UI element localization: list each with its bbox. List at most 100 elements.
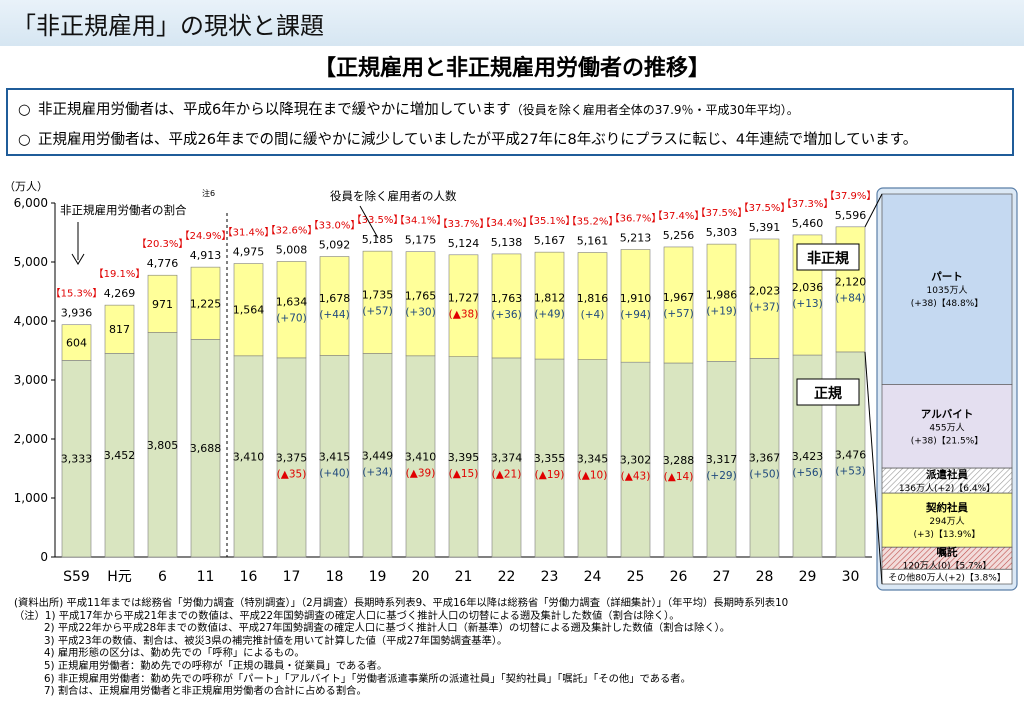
change-regular: (▲39) bbox=[406, 467, 436, 479]
summary-bullet-2: ○ 正規雇用労働者は、平成26年までの間に緩やかに減少していましたが平成27年に8… bbox=[18, 128, 917, 149]
bar-total: 5,175 bbox=[405, 234, 437, 247]
footnotes: (資料出所) 平成11年までは総務省「労働力調査（特別調査）」（2月調査）長期時… bbox=[8, 597, 1018, 698]
label-regular: 3,410 bbox=[233, 450, 265, 463]
label-regular: 3,288 bbox=[663, 454, 695, 467]
breakdown-segment bbox=[881, 492, 1013, 548]
x-tick-label: 19 bbox=[369, 569, 387, 585]
connector-line bbox=[864, 193, 883, 228]
bar-nonregular bbox=[620, 249, 651, 363]
x-tick-label: 25 bbox=[627, 569, 645, 585]
bar-nonregular bbox=[491, 253, 522, 359]
label-nonregular: 1,727 bbox=[448, 292, 480, 305]
y-tick-label: 5,000 bbox=[14, 255, 48, 269]
breakdown-label: 120万人(0)【5.7%】 bbox=[903, 561, 992, 572]
total-pointer-line bbox=[359, 205, 379, 239]
breakdown-label: 455万人 bbox=[929, 422, 964, 433]
label-nonregular: 1,735 bbox=[362, 288, 394, 301]
bullet-note: （役員を除く雇用者全体の37.9％・平成30年平均）。 bbox=[510, 103, 799, 117]
label-regular: 3,423 bbox=[792, 450, 824, 463]
x-tick-label: 24 bbox=[584, 569, 602, 585]
bar-total: 5,213 bbox=[620, 231, 652, 244]
bar-nonregular bbox=[276, 261, 307, 359]
footnote: 6) 非正規雇用労働者：勤め先での呼称が「パート」「アルバイト」「労働者派遣事業… bbox=[44, 672, 691, 685]
bar-regular bbox=[362, 353, 393, 558]
change-regular: (▲43) bbox=[621, 471, 651, 483]
bar-nonregular bbox=[190, 266, 221, 340]
bar-total: 5,161 bbox=[577, 235, 609, 248]
bar-total: 3,936 bbox=[61, 307, 93, 320]
bar-nonregular bbox=[362, 250, 393, 354]
label-regular: 3,476 bbox=[835, 448, 867, 461]
nonregular-ratio: 【37.3%】 bbox=[782, 198, 834, 210]
label-nonregular: 817 bbox=[109, 323, 130, 336]
bar-total: 4,913 bbox=[190, 249, 222, 262]
label-nonregular: 1,812 bbox=[534, 292, 566, 305]
nonregular-ratio: 【15.3%】 bbox=[51, 288, 103, 300]
breakdown-label: その他80万人(+2)【3.8%】 bbox=[888, 572, 1006, 584]
nonregular-ratio: 【37.9%】 bbox=[825, 190, 877, 202]
change-regular: (+50) bbox=[749, 469, 779, 481]
bar-nonregular bbox=[577, 252, 608, 360]
bar-total: 5,138 bbox=[491, 236, 523, 249]
breakdown-segment bbox=[881, 193, 1013, 385]
change-nonregular: (+13) bbox=[792, 298, 822, 310]
x-tick-label: 20 bbox=[412, 569, 430, 585]
label-nonregular: 1,967 bbox=[663, 291, 695, 304]
change-nonregular: (+4) bbox=[581, 309, 605, 321]
breakdown-label: 嘱託 bbox=[937, 546, 958, 559]
breakdown-label: 136万人(+2)【6.4%】 bbox=[899, 483, 995, 494]
breakdown-label: (+3)【13.9%】 bbox=[914, 529, 981, 540]
bar-regular bbox=[405, 355, 436, 558]
breakdown-segment bbox=[881, 467, 1013, 494]
nonregular-ratio: 【33.5%】 bbox=[352, 214, 404, 226]
change-nonregular: (+84) bbox=[835, 292, 865, 304]
breakdown-label: (+38)【48.8%】 bbox=[911, 298, 984, 309]
change-nonregular: (+49) bbox=[534, 309, 564, 321]
regular-label: 正規 bbox=[814, 386, 842, 402]
nonregular-ratio: 【35.1%】 bbox=[524, 215, 576, 227]
bar-nonregular bbox=[104, 304, 135, 354]
nonregular-ratio: 【35.2%】 bbox=[567, 216, 619, 228]
change-regular: (▲21) bbox=[492, 468, 522, 480]
label-nonregular: 1,910 bbox=[620, 292, 652, 305]
circle-bullet-icon: ○ bbox=[18, 102, 31, 118]
bar-nonregular bbox=[534, 251, 565, 360]
x-tick-label: 21 bbox=[455, 569, 473, 585]
x-tick-label: 29 bbox=[799, 569, 817, 585]
breakdown-label: 派遣社員 bbox=[926, 468, 968, 481]
bullet-text: 非正規雇用労働者は、平成6年から以降現在まで緩やかに増加しています bbox=[38, 102, 511, 118]
change-regular: (▲15) bbox=[449, 468, 479, 480]
change-regular: (▲35) bbox=[277, 468, 307, 480]
change-regular: (+29) bbox=[706, 470, 736, 482]
x-tick-label: 16 bbox=[240, 569, 258, 585]
bar-total: 5,256 bbox=[663, 229, 695, 242]
nonregular-ratio: 【20.3%】 bbox=[137, 238, 189, 250]
change-nonregular: (+19) bbox=[706, 306, 736, 318]
label-nonregular: 1,763 bbox=[491, 292, 523, 305]
summary-bullet-1: ○ 非正規雇用労働者は、平成6年から以降現在まで緩やかに増加しています（役員を除く… bbox=[18, 98, 799, 119]
label-regular: 3,355 bbox=[534, 452, 566, 465]
bar-total: 5,596 bbox=[835, 209, 867, 222]
label-regular: 3,333 bbox=[61, 453, 93, 466]
nonregular-ratio: 【34.4%】 bbox=[481, 217, 533, 229]
x-tick-label: 23 bbox=[541, 569, 559, 585]
y-axis-unit: （万人） bbox=[4, 180, 48, 193]
label-regular: 3,345 bbox=[577, 452, 609, 465]
label-regular: 3,317 bbox=[706, 453, 738, 466]
nonregular-ratio: 【24.9%】 bbox=[180, 230, 232, 242]
bar-total: 5,391 bbox=[749, 221, 781, 234]
title-bar bbox=[0, 0, 1024, 46]
footnote: 4) 雇用形態の区分は、勤め先での「呼称」によるもの。 bbox=[44, 647, 305, 660]
breakdown-label: 294万人 bbox=[929, 516, 964, 527]
x-tick-label: 30 bbox=[842, 569, 860, 585]
breakdown-label: (+38)【21.5%】 bbox=[911, 435, 984, 446]
summary-box: ○ 非正規雇用労働者は、平成6年から以降現在まで緩やかに増加しています（役員を除く… bbox=[6, 88, 1014, 156]
bar-nonregular bbox=[61, 324, 92, 361]
breakdown-segment bbox=[881, 568, 1013, 585]
label-nonregular: 1,986 bbox=[706, 289, 738, 302]
bar-regular bbox=[61, 360, 92, 558]
change-nonregular: (+94) bbox=[620, 309, 650, 321]
change-regular: (+53) bbox=[835, 465, 865, 477]
change-regular: (+56) bbox=[792, 467, 822, 479]
bar-regular bbox=[706, 360, 737, 558]
